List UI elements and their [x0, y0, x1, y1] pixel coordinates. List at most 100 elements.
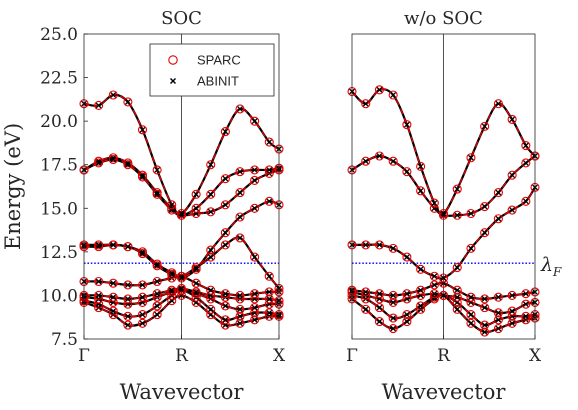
wo-soc-sparc-point — [361, 99, 371, 109]
soc-abinit-point — [110, 280, 117, 287]
wo-soc-abinit-point-stroke — [509, 308, 515, 314]
soc-abinit-point — [251, 177, 258, 184]
wo-soc-abinit-point — [362, 306, 369, 313]
wo-soc-sparc-point — [480, 294, 490, 304]
wo-soc-sparc-point — [493, 188, 503, 198]
soc-abinit-point-stroke — [154, 290, 160, 297]
wo-soc-sparc-point — [429, 289, 439, 299]
wo-soc-abinit-point-stroke — [509, 320, 515, 327]
soc-sparc-point — [137, 280, 148, 290]
soc-abinit-point-stroke — [193, 280, 199, 287]
wo-soc-abinit-point-stroke — [481, 229, 488, 236]
soc-abinit-point-stroke — [266, 273, 273, 280]
wo-soc-abinit-point — [390, 325, 397, 332]
soc-abinit-point — [207, 306, 214, 313]
soc-abinit-point — [207, 254, 214, 260]
wo-soc-abinit-point — [362, 158, 369, 165]
wo-soc-sparc-point — [480, 327, 490, 337]
soc-sparc-point — [94, 100, 104, 111]
wo-soc-sparc-point — [361, 156, 371, 166]
soc-abinit-point-stroke — [95, 242, 102, 248]
wo-soc-sparc-point — [480, 228, 490, 238]
wo-soc-abinit-point — [454, 212, 461, 219]
wo-soc-abinit-point-stroke — [481, 304, 488, 311]
wo-soc-abinit-point-stroke — [390, 245, 397, 252]
wo-soc-abinit-point-stroke — [417, 187, 424, 194]
wo-soc-sparc-point — [452, 210, 462, 220]
wo-soc-abinit-point — [390, 315, 397, 321]
soc-sparc-band-9 — [83, 94, 280, 215]
wo-soc-sparc-point — [416, 264, 426, 274]
wo-soc-abinit-point — [390, 245, 397, 252]
wo-soc-abinit-point-stroke — [417, 287, 424, 294]
wo-soc-abinit-point — [522, 160, 529, 166]
soc-abinit-point — [251, 304, 258, 311]
soc-abinit-point — [139, 320, 146, 327]
soc-sparc-point — [137, 172, 148, 182]
soc-sparc-point — [250, 203, 260, 213]
soc-sparc-point — [123, 280, 133, 290]
soc-x-tick-label-0: Γ — [78, 346, 90, 366]
soc-abinit-point — [193, 191, 199, 198]
soc-abinit-point-stroke — [222, 290, 229, 297]
wo-soc-sparc-point — [361, 304, 371, 314]
soc-abinit-point — [95, 160, 102, 166]
soc-sparc-point — [108, 154, 118, 165]
wo-soc-sparc-point — [374, 240, 385, 250]
wo-soc-sparc-point — [361, 287, 371, 297]
soc-abinit-point — [139, 126, 146, 133]
wo-soc-abinit-point-stroke — [468, 320, 474, 327]
soc-sparc-point — [264, 308, 274, 318]
soc-abinit-point — [178, 285, 185, 292]
soc-abinit-point — [266, 296, 273, 302]
soc-sparc-point — [108, 292, 118, 302]
wo-soc-abinit-point-stroke — [509, 207, 515, 213]
y-tick-label-2: 12.5 — [40, 243, 78, 263]
wo-soc-abinit-point — [522, 313, 529, 320]
soc-sparc-point — [206, 160, 216, 170]
wo-soc-sparc-point — [493, 214, 503, 224]
soc-sparc-point — [137, 310, 148, 320]
soc-abinit-point — [251, 205, 258, 212]
wo-soc-sparc-point — [402, 167, 412, 177]
wo-soc-abinit-point — [454, 306, 461, 313]
wo-soc-abinit-point — [417, 287, 424, 294]
wo-soc-abinit-point — [481, 229, 488, 236]
wo-soc-abinit-point-stroke — [376, 304, 383, 311]
wo-soc-abinit-point — [509, 172, 515, 179]
soc-sparc-point — [137, 125, 148, 135]
wo-soc-abinit-point-stroke — [404, 254, 410, 260]
wo-soc-abinit-point — [390, 158, 397, 165]
soc-abinit-point — [207, 247, 214, 253]
y-tick-label-6: 22.5 — [40, 69, 78, 89]
soc-abinit-point — [125, 99, 131, 105]
wo-soc-abinit-point — [404, 311, 410, 318]
wo-soc-abinit-point-stroke — [481, 123, 488, 130]
soc-sparc-point — [220, 240, 230, 250]
wo-soc-abinit-point — [509, 308, 515, 314]
wo-soc-abinit-point — [431, 200, 438, 206]
soc-abinit-point — [125, 313, 131, 320]
wo-soc-abinit-point-stroke — [431, 290, 438, 297]
soc-sparc-point — [152, 301, 162, 311]
wo-soc-abinit-point-stroke — [522, 160, 529, 166]
soc-abinit-point-stroke — [154, 262, 160, 269]
wo-soc-abinit-point — [376, 290, 383, 297]
soc-abinit-point — [222, 290, 229, 297]
soc-abinit-point-stroke — [207, 191, 214, 198]
soc-abinit-point — [237, 189, 243, 196]
soc-abinit-point-stroke — [139, 294, 146, 301]
soc-abinit-point — [139, 250, 146, 257]
soc-abinit-point-stroke — [125, 313, 131, 320]
wo-soc-abinit-point-stroke — [495, 309, 502, 316]
wo-soc-abinit-point — [468, 320, 474, 327]
wo-soc-sparc-point — [466, 292, 476, 302]
soc-abinit-point — [237, 320, 243, 327]
wo-soc-x-axis-title: Wavevector — [382, 380, 507, 404]
soc-abinit-point-stroke — [168, 287, 175, 294]
wo-soc-sparc-point — [416, 301, 426, 311]
soc-abinit-point — [222, 303, 229, 309]
soc-sparc-point — [137, 292, 148, 302]
wo-soc-abinit-point — [522, 290, 529, 297]
soc-abinit-point — [110, 294, 117, 301]
